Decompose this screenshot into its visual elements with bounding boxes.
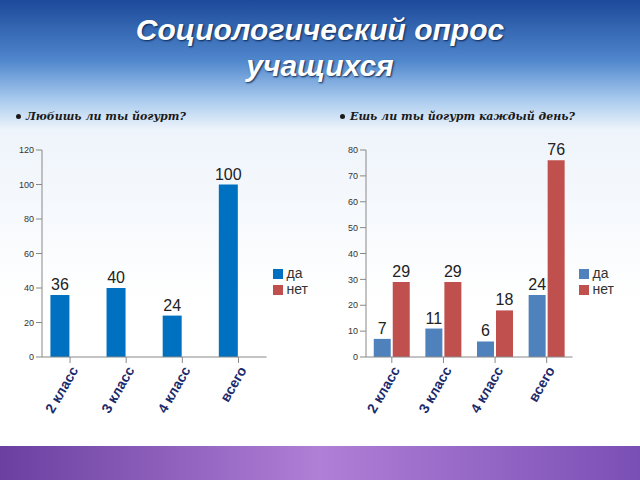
svg-text:24: 24 [528, 276, 546, 293]
svg-text:3 класс: 3 класс [415, 363, 455, 415]
svg-text:2 класс: 2 класс [364, 363, 404, 415]
svg-text:20: 20 [348, 300, 358, 310]
svg-text:80: 80 [24, 214, 34, 224]
html-text:нет: нет [592, 280, 614, 297]
svg-text:0: 0 [29, 352, 34, 362]
svg-text:60: 60 [24, 249, 34, 259]
svg-text:6: 6 [481, 322, 490, 339]
svg-text:всего: всего [525, 363, 558, 404]
svg-text:70: 70 [348, 171, 358, 181]
svg-text:20: 20 [24, 318, 34, 328]
svg-text:100: 100 [215, 166, 242, 183]
svg-text:18: 18 [496, 291, 514, 308]
html-text:нет: нет [286, 280, 308, 297]
svg-text:2 класс: 2 класс [42, 363, 82, 415]
svg-text:3 класс: 3 класс [98, 363, 138, 415]
svg-text:100: 100 [19, 180, 34, 190]
svg-text:всего: всего [217, 363, 250, 404]
html-text:да: да [286, 264, 303, 281]
svg-text:36: 36 [51, 276, 69, 293]
svg-text:24: 24 [163, 297, 181, 314]
svg-text:7: 7 [378, 320, 387, 337]
svg-text:11: 11 [426, 310, 443, 327]
svg-text:0: 0 [353, 352, 358, 362]
svg-text:4 класс: 4 класс [467, 363, 507, 415]
svg-text:40: 40 [24, 283, 34, 293]
svg-text:60: 60 [348, 197, 358, 207]
svg-text:120: 120 [19, 145, 34, 155]
html-text:Ешь ли ты йогурт каждый день?: Ешь ли ты йогурт каждый день? [350, 109, 575, 123]
svg-text:80: 80 [348, 145, 358, 155]
svg-text:76: 76 [547, 141, 565, 158]
html-text:Любишь ли ты йогурт?: Любишь ли ты йогурт? [26, 109, 186, 123]
svg-text:4 класс: 4 класс [154, 363, 194, 415]
svg-text:50: 50 [348, 223, 358, 233]
svg-text:29: 29 [392, 263, 410, 280]
svg-text:40: 40 [107, 269, 125, 286]
svg-text:10: 10 [348, 326, 358, 336]
html-text:Социологический опрос учащихся: Социологический опрос учащихся [135, 13, 505, 82]
svg-text:30: 30 [348, 275, 358, 285]
html-text:да: да [592, 264, 609, 281]
svg-text:29: 29 [444, 263, 462, 280]
svg-text:40: 40 [348, 249, 358, 259]
